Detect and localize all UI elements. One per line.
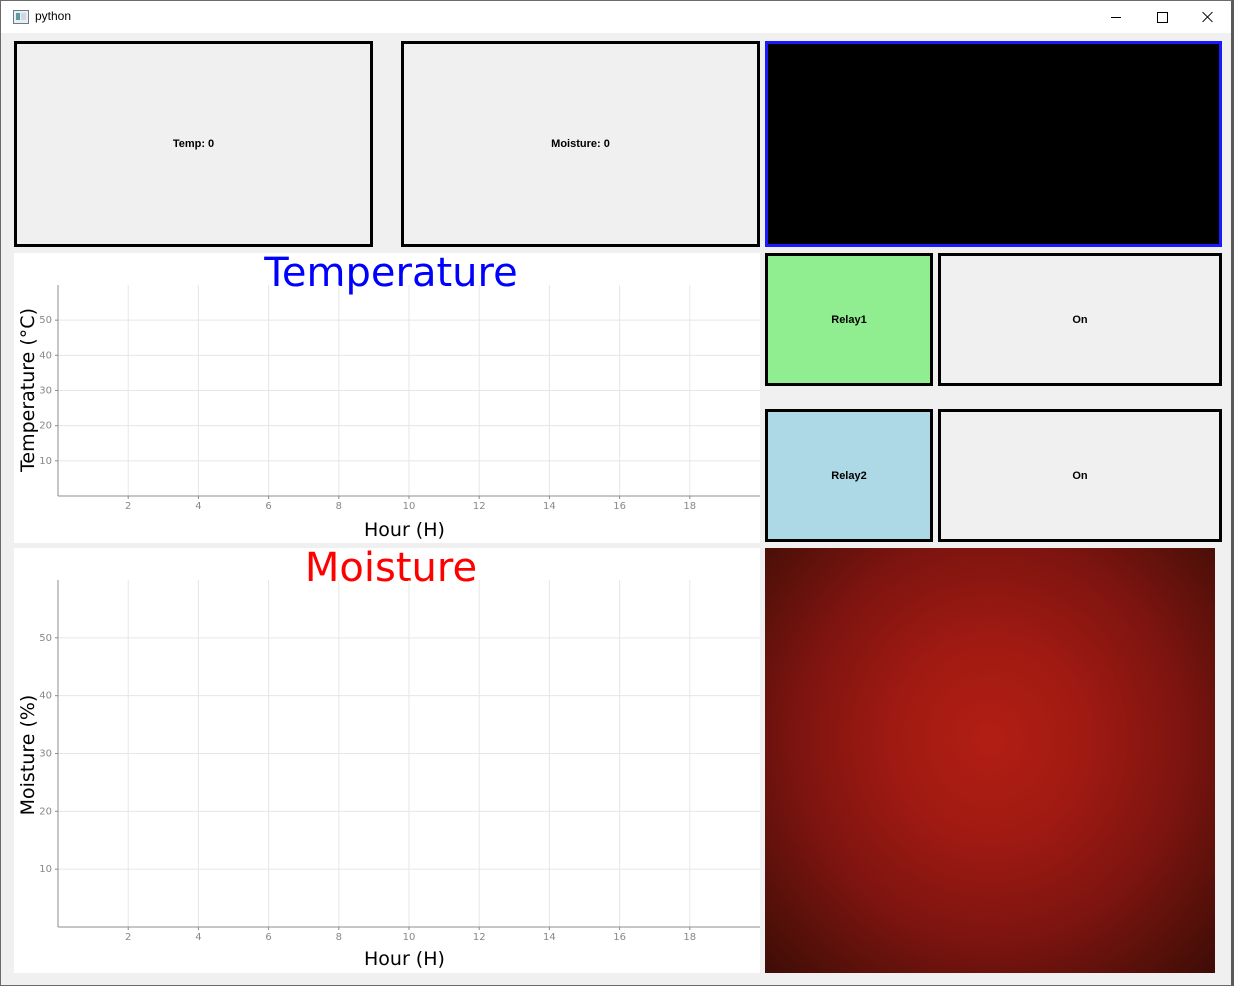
- y-tick-label: 40: [39, 350, 52, 361]
- moisture-x-axis-label: Hour (H): [364, 948, 445, 970]
- relay2-label-panel[interactable]: Relay2: [765, 409, 933, 542]
- temperature-x-axis-label: Hour (H): [364, 519, 445, 541]
- relay1-label: Relay1: [831, 313, 867, 326]
- video-view: [765, 41, 1222, 247]
- y-tick-label: 20: [39, 806, 52, 817]
- x-tick-label: 2: [125, 932, 131, 943]
- y-tick-label: 50: [39, 633, 52, 644]
- relay2-state: On: [1072, 469, 1088, 482]
- x-tick-label: 16: [613, 932, 626, 943]
- x-tick-label: 2: [125, 501, 131, 512]
- maximize-button[interactable]: [1139, 1, 1185, 33]
- python-app-icon: [13, 10, 29, 24]
- y-tick-label: 50: [39, 315, 52, 326]
- y-tick-label: 20: [39, 421, 52, 432]
- relay1-state: On: [1072, 313, 1088, 326]
- y-tick-label: 30: [39, 749, 52, 760]
- x-tick-label: 12: [473, 501, 486, 512]
- temperature-plot-area: 2 4 6 8 10 12 14 16 18 10 20 30 40 50: [39, 285, 760, 512]
- relay2-label: Relay2: [831, 469, 867, 482]
- temperature-chart-title: Temperature: [264, 250, 518, 296]
- relay1-toggle-button[interactable]: On: [938, 253, 1222, 386]
- close-icon: [1202, 11, 1214, 23]
- x-tick-label: 14: [543, 932, 556, 943]
- moisture-y-axis-label: Moisture (%): [17, 694, 39, 816]
- temperature-chart: Temperature 2 4 6 8 10 12 14 16 18 10 20 30 40 50 Tem…: [14, 253, 760, 543]
- moisture-chart-title: Moisture: [304, 545, 478, 591]
- moisture-plot-area: 2 4 6 8 10 12 14 16 18 10 20 30 40 50: [39, 580, 760, 943]
- relay1-label-panel[interactable]: Relay1: [765, 253, 933, 386]
- temp-readout: Temp: 0: [14, 41, 373, 247]
- x-tick-label: 6: [265, 501, 271, 512]
- x-tick-label: 14: [543, 501, 556, 512]
- x-tick-label: 18: [683, 932, 696, 943]
- y-tick-label: 10: [39, 456, 52, 467]
- moisture-readout-label: Moisture: 0: [551, 138, 610, 150]
- camera-feed: [765, 548, 1215, 973]
- minimize-icon: [1111, 16, 1121, 18]
- x-tick-label: 10: [403, 932, 416, 943]
- close-button[interactable]: [1185, 1, 1231, 33]
- maximize-icon: [1156, 11, 1168, 23]
- moisture-chart: Moisture 2 4 6 8 10 12 14 16 18 10 20 30 40 50 Moistu…: [14, 548, 760, 973]
- temp-readout-label: Temp: 0: [172, 138, 215, 150]
- x-tick-label: 8: [336, 932, 342, 943]
- y-tick-label: 40: [39, 691, 52, 702]
- window-title: python: [35, 9, 72, 23]
- temperature-y-axis-label: Temperature (°C): [17, 308, 39, 472]
- relay2-toggle-button[interactable]: On: [938, 409, 1222, 542]
- x-tick-label: 18: [683, 501, 696, 512]
- y-tick-label: 10: [39, 864, 52, 875]
- y-tick-label: 30: [39, 386, 52, 397]
- x-tick-label: 4: [195, 501, 201, 512]
- x-tick-label: 8: [336, 501, 342, 512]
- title-bar[interactable]: python: [1, 1, 1231, 33]
- x-tick-label: 6: [265, 932, 271, 943]
- x-tick-label: 4: [195, 932, 201, 943]
- minimize-button[interactable]: [1093, 1, 1139, 33]
- x-tick-label: 16: [613, 501, 626, 512]
- moisture-readout: Moisture: 0: [401, 41, 760, 247]
- x-tick-label: 12: [473, 932, 486, 943]
- x-tick-label: 10: [403, 501, 416, 512]
